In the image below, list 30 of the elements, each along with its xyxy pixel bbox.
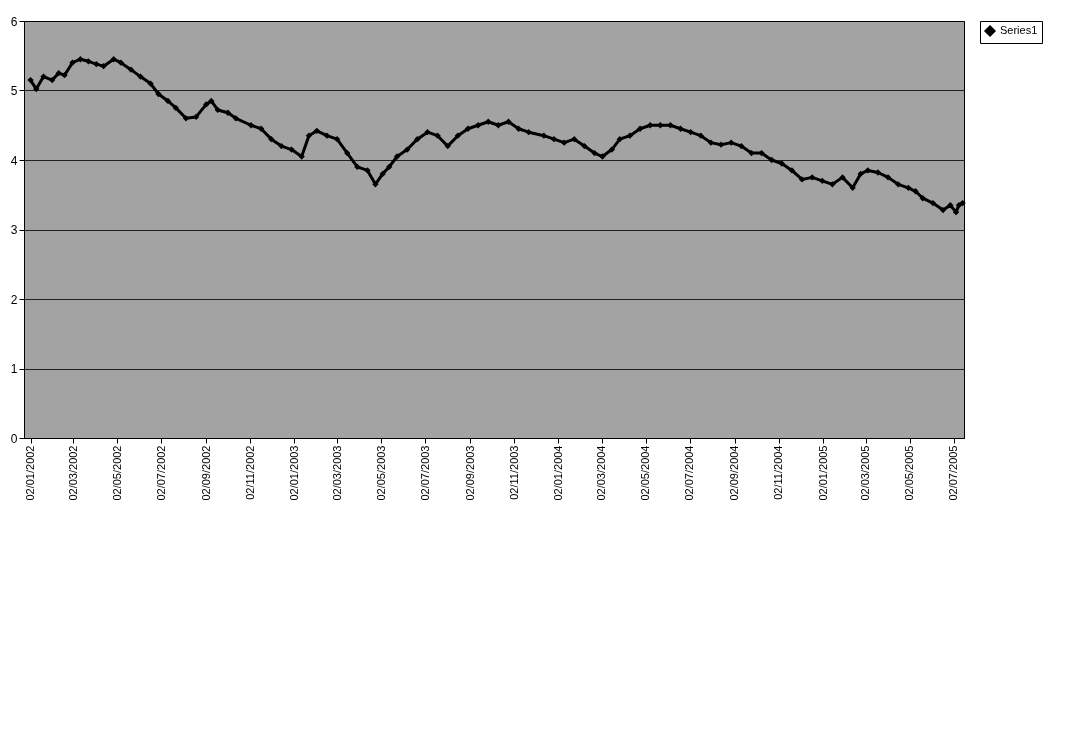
x-tick-label: 02/05/2005 xyxy=(903,445,916,501)
y-tick-label: 0 xyxy=(10,431,18,446)
x-tick-label: 02/11/2004 xyxy=(772,445,785,500)
y-tick-label: 2 xyxy=(10,292,18,307)
x-tick-label: 02/03/2002 xyxy=(66,445,79,501)
x-tick-label: 02/07/2002 xyxy=(154,445,167,501)
y-tick-label: 5 xyxy=(10,84,18,98)
x-tick-label: 02/05/2002 xyxy=(110,445,123,501)
x-tick-label: 02/07/2005 xyxy=(947,445,960,501)
x-tick-label: 02/09/2002 xyxy=(199,445,212,501)
x-tick-label: 02/11/2003 xyxy=(507,445,520,500)
x-tick-label: 02/03/2004 xyxy=(595,445,608,501)
x-tick-label: 02/01/2003 xyxy=(287,445,300,501)
x-tick-label: 02/09/2003 xyxy=(463,445,476,501)
x-tick-label: 02/11/2002 xyxy=(243,445,256,500)
y-tick-label: 4 xyxy=(10,153,18,168)
y-tick-label: 1 xyxy=(10,362,18,376)
y-tick-label: 3 xyxy=(10,223,18,237)
x-tick-label: 02/07/2004 xyxy=(683,445,696,501)
x-tick-label: 02/05/2004 xyxy=(639,445,652,501)
x-tick-label: 02/01/2004 xyxy=(551,445,564,501)
x-tick-label: 02/01/2005 xyxy=(816,445,829,501)
x-tick-label: 02/03/2005 xyxy=(859,445,872,501)
x-tick-label: 02/09/2004 xyxy=(728,445,741,501)
y-tick-label: 6 xyxy=(10,14,18,29)
x-tick-label: 02/05/2003 xyxy=(374,445,387,501)
x-tick-label: 02/01/2002 xyxy=(24,445,37,501)
x-tick-label: 02/03/2003 xyxy=(330,445,343,501)
x-tick-label: 02/07/2003 xyxy=(418,445,431,501)
legend-label: Series1 xyxy=(1000,24,1038,36)
